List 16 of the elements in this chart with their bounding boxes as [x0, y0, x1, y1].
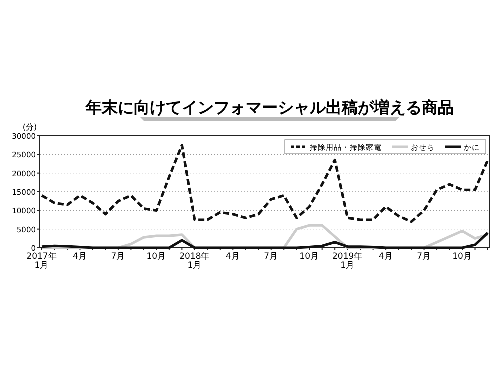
chart-title: 年末に向けてインフォマーシャル出稿が増える商品 — [85, 98, 454, 117]
x-tick-label: 10月 — [452, 252, 472, 262]
x-tick-label: 7月 — [264, 252, 279, 262]
x-tick-label: 10月 — [300, 252, 320, 262]
line-series — [40, 144, 490, 224]
x-tick-label: 7月 — [417, 252, 432, 262]
x-tick-label: 2017年 1月 — [26, 251, 58, 271]
x-tick-label: 4月 — [378, 252, 394, 262]
x-tick-label: 2019年 1月 — [332, 251, 364, 271]
x-tick-label: 4月 — [226, 252, 240, 262]
x-tick-label: 10月 — [146, 252, 167, 262]
line-series — [40, 232, 490, 250]
x-tick-label: 2018年 1月 — [180, 251, 210, 271]
x-tick-label: 4月 — [73, 252, 88, 262]
y-axis-title: (分) — [22, 123, 38, 132]
x-tick-label: 7月 — [111, 252, 126, 262]
